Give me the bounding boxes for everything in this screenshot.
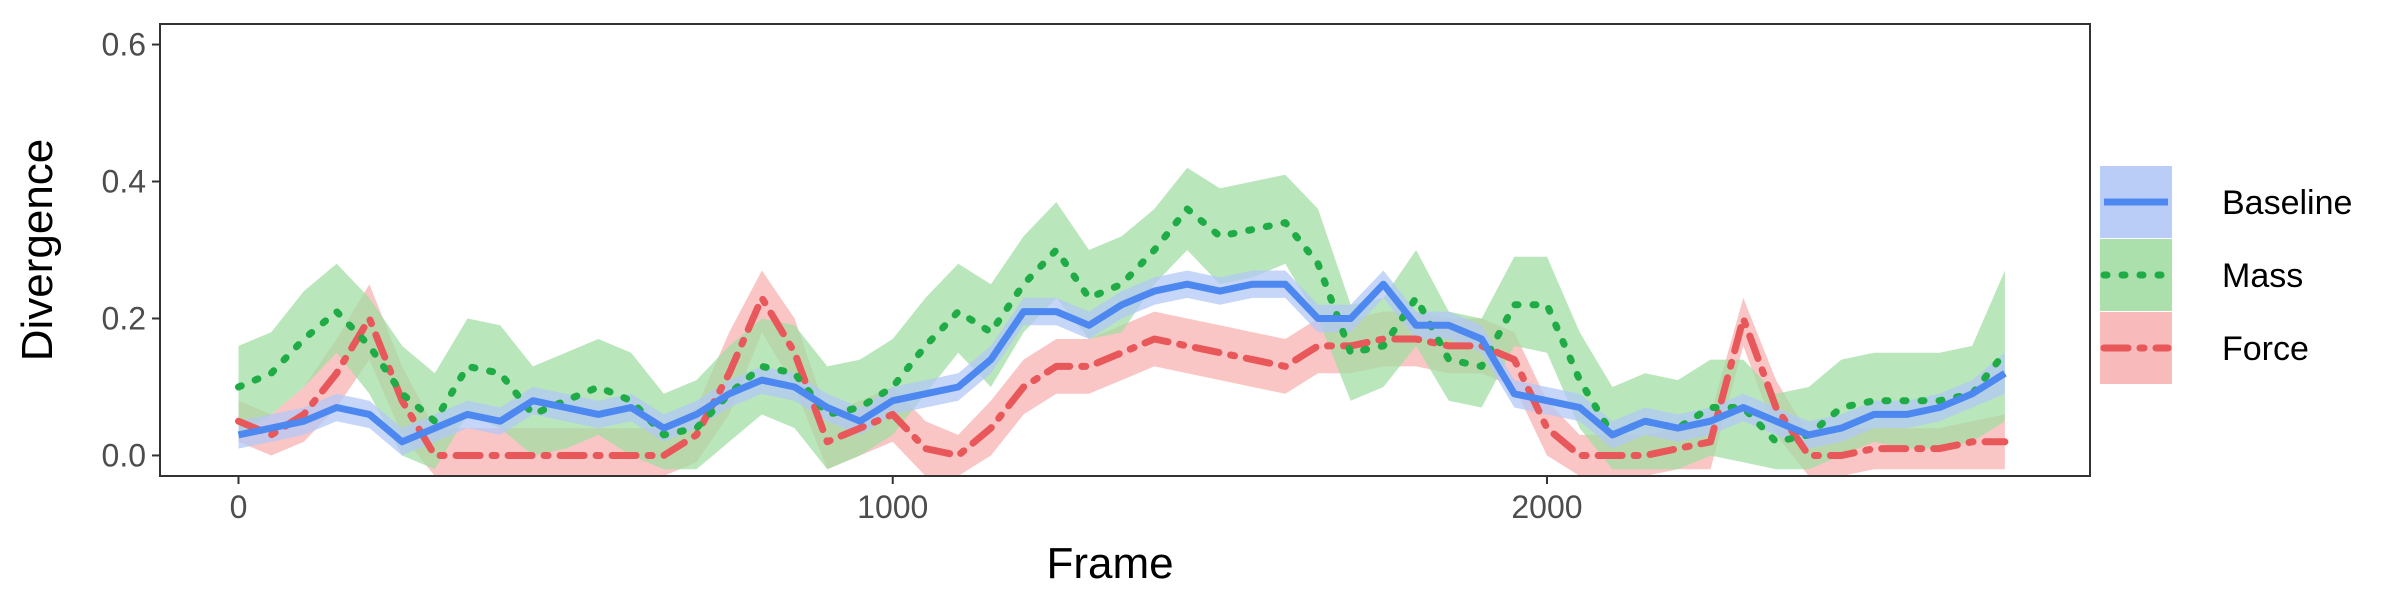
band-baseline — [238, 270, 2005, 456]
plot-panel-border — [159, 23, 2091, 477]
series-lines — [235, 205, 2009, 459]
legend-label-force: Force — [2222, 330, 2309, 368]
y-axis-title: Divergence — [13, 139, 62, 362]
line-mass — [235, 205, 2009, 446]
line-baseline — [237, 280, 2007, 446]
legend-label-baseline: Baseline — [2222, 184, 2352, 222]
y-axis: 0.0 0.2 0.4 0.6 — [102, 27, 160, 473]
x-axis: 0 1000 2000 — [230, 476, 1583, 525]
legend: Baseline Mass Force — [2100, 166, 2352, 384]
x-tick-label: 2000 — [1511, 489, 1582, 525]
legend-key-baseline — [2100, 166, 2172, 238]
y-tick-label: 0.4 — [102, 164, 146, 200]
legend-label-mass: Mass — [2222, 257, 2303, 295]
y-tick-label: 0.6 — [102, 27, 146, 63]
legend-key-mass — [2100, 239, 2172, 311]
x-axis-title: Frame — [1046, 539, 1173, 588]
line-force — [235, 294, 2009, 459]
x-tick-label: 1000 — [857, 489, 928, 525]
x-tick-label: 0 — [230, 489, 248, 525]
y-tick-label: 0.2 — [102, 300, 146, 336]
legend-key-force — [2100, 312, 2172, 384]
y-tick-label: 0.0 — [102, 437, 146, 473]
